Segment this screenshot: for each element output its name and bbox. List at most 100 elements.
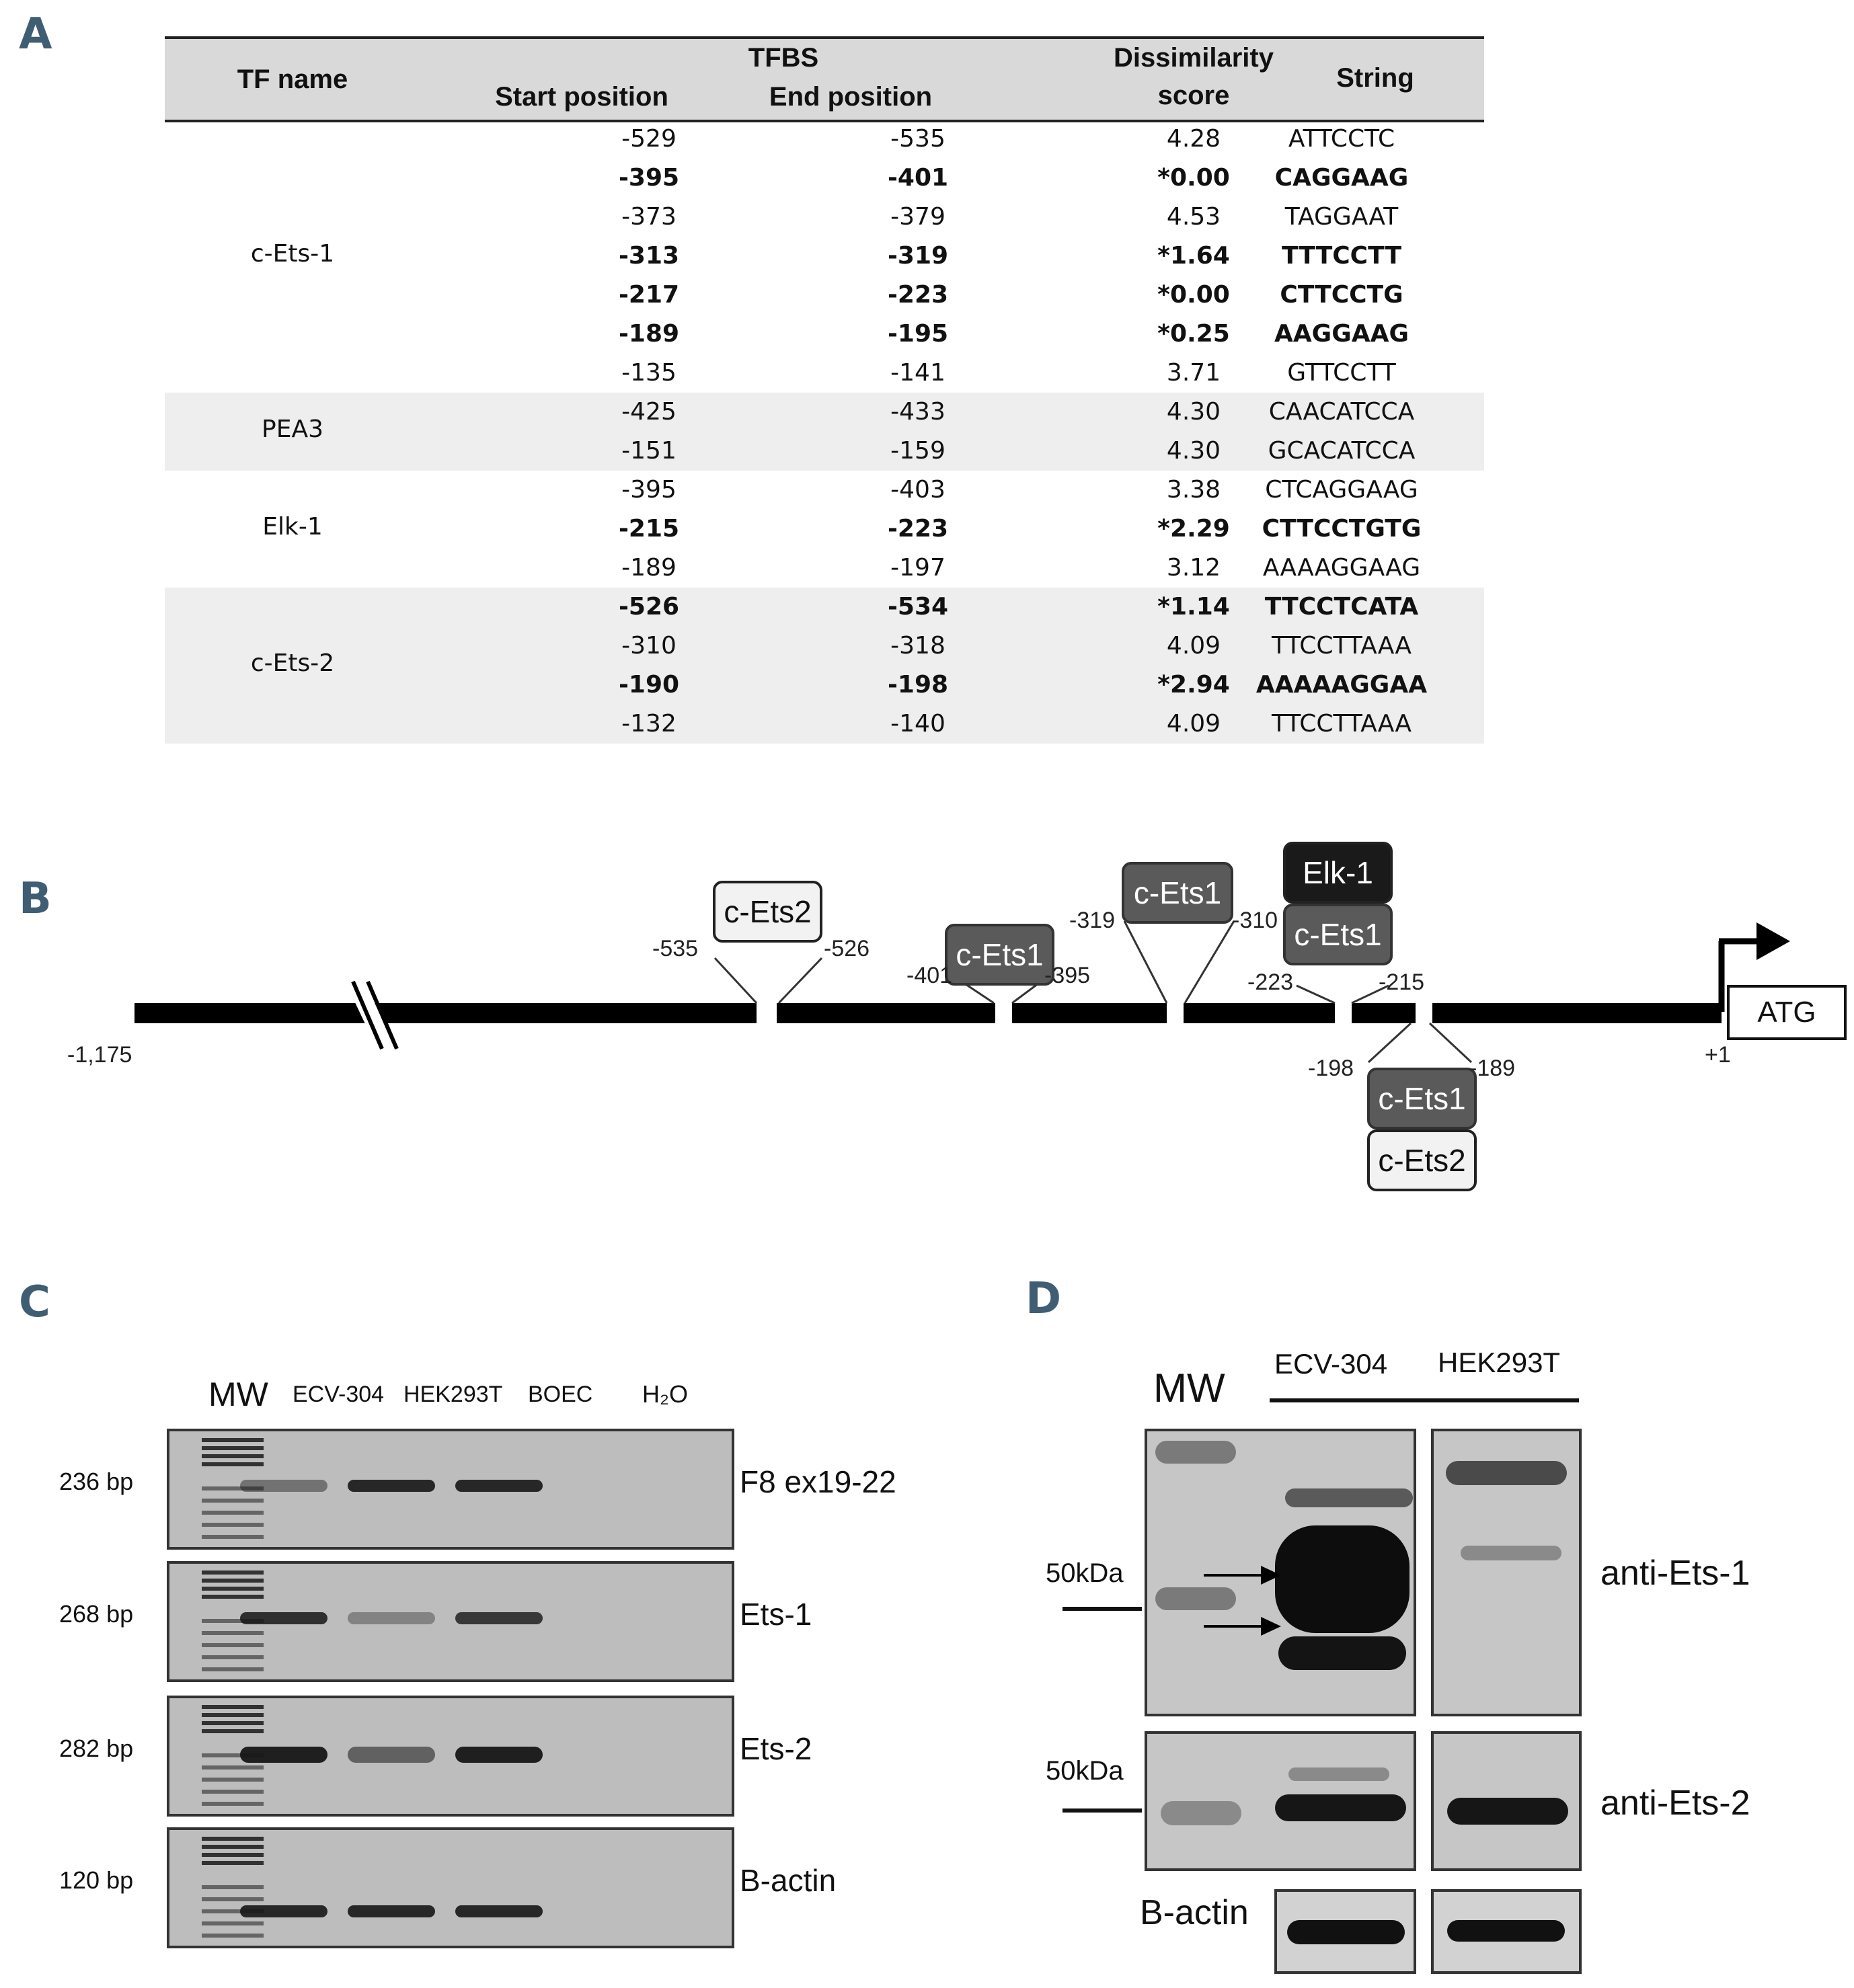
rtpcr-lane-hek293t: HEK293T — [403, 1382, 503, 1407]
ladder-band — [202, 1535, 264, 1539]
wb-marker-50kda-2: 50kDa — [1046, 1756, 1124, 1786]
pcr-band — [348, 1480, 435, 1492]
cell-string: GTTCCTT — [1287, 359, 1396, 387]
cell-start: -151 — [621, 437, 677, 465]
pcr-band — [240, 1612, 327, 1624]
cell-string: CTTCCTGTG — [1262, 515, 1422, 543]
cell-score: 3.71 — [1166, 359, 1221, 387]
ladder-band — [202, 1934, 264, 1938]
cell-score: *2.94 — [1157, 671, 1230, 699]
table-group: PEA3 -425 -433 4.30 CAACATCCA -151 -159 4.30 GCA… — [165, 393, 1484, 471]
cell-end: -534 — [887, 593, 949, 621]
wb-ets2-blot-hek — [1431, 1731, 1582, 1871]
promoter-line-segment — [1352, 1003, 1416, 1023]
header-start-position: Start position — [495, 82, 668, 112]
cell-start: -529 — [621, 125, 677, 153]
ladder-band — [202, 1499, 264, 1503]
ladder-band — [202, 1655, 264, 1659]
ladder-band — [202, 1802, 264, 1806]
box-c-ets2-198: c-Ets2 — [1367, 1129, 1477, 1191]
header-tfbs: TFBS — [748, 43, 819, 73]
table-row: -190 -198 *2.94 AAAAAGGAA — [165, 666, 1484, 705]
table-row: -313 -319 *1.64 TTTCCTT — [165, 237, 1484, 276]
amplicon-size-label: 120 bp — [59, 1866, 134, 1894]
wb-marker-50kda-1: 50kDa — [1046, 1558, 1124, 1588]
rtpcr-gel — [167, 1561, 734, 1682]
gene-target-label: Ets-2 — [740, 1731, 812, 1766]
ladder-band — [202, 1511, 264, 1515]
promoter-connectors — [348, 920, 1790, 1064]
wb-marker-tick-2 — [1063, 1808, 1142, 1813]
wb-lane-bar — [1270, 1398, 1579, 1402]
table-group: c-Ets-1 -529 -535 4.28 ATTCCTC -395 -401 *0.00 C… — [165, 120, 1484, 393]
table-row: -529 -535 4.28 ATTCCTC — [165, 120, 1484, 159]
cell-score: *1.64 — [1157, 242, 1230, 270]
ladder-band — [202, 1619, 264, 1623]
box-c-ets1-319: c-Ets1 — [1122, 862, 1233, 924]
ladder-band — [202, 1587, 264, 1591]
promoter-line-segment — [1432, 1003, 1722, 1023]
cell-end: -403 — [890, 476, 945, 504]
cell-start: -215 — [618, 515, 680, 543]
cell-string: TTCCTTAAA — [1272, 632, 1412, 660]
pcr-band — [455, 1480, 543, 1492]
cell-end: -319 — [887, 242, 949, 270]
pcr-band — [455, 1612, 543, 1624]
ladder-band — [202, 1909, 264, 1913]
cell-start: -189 — [618, 320, 680, 348]
cell-end: -379 — [890, 203, 945, 231]
tf-name-cell: c-Ets-1 — [250, 240, 335, 268]
cell-start: -132 — [621, 710, 677, 738]
table-row: -373 -379 4.53 TAGGAAT — [165, 198, 1484, 237]
panel-label-d: D — [1026, 1274, 1062, 1324]
promoter-line-segment — [134, 1003, 757, 1023]
ladder-band — [202, 1729, 264, 1733]
cell-start: -313 — [618, 242, 680, 270]
table-row: -189 -197 3.12 AAAAGGAAG — [165, 549, 1484, 588]
table-row: -526 -534 *1.14 TTCCTCATA — [165, 588, 1484, 627]
cell-end: -159 — [890, 437, 945, 465]
table-row: -395 -401 *0.00 CAGGAAG — [165, 159, 1484, 198]
cell-score: 3.38 — [1166, 476, 1221, 504]
wb-mw-label: MW — [1153, 1365, 1225, 1410]
ladder-band — [202, 1845, 264, 1849]
cell-end: -140 — [890, 710, 945, 738]
cell-end: -223 — [887, 281, 949, 309]
ladder-band — [202, 1438, 264, 1442]
header-score: score — [1157, 81, 1230, 110]
gene-target-label: Ets-1 — [740, 1597, 812, 1632]
table-group: c-Ets-2 -526 -534 *1.14 TTCCTCATA -310 -318 4.0… — [165, 588, 1484, 744]
ladder-band — [202, 1446, 264, 1450]
cell-string: TTCCTTAAA — [1272, 710, 1412, 738]
gene-target-label: F8 ex19-22 — [740, 1464, 896, 1499]
ladder-band — [202, 1885, 264, 1889]
wb-loading-bactin: B-actin — [1140, 1893, 1249, 1932]
cell-end: -223 — [887, 515, 949, 543]
site-label: -526 — [824, 936, 870, 961]
cell-string: AAGGAAG — [1274, 320, 1409, 348]
cell-string: ATTCCTC — [1288, 125, 1395, 153]
gene-target-label: B-actin — [740, 1863, 837, 1898]
ladder-band — [202, 1853, 264, 1857]
site-label: -401 — [906, 963, 953, 988]
ladder-band — [202, 1713, 264, 1717]
cell-score: 3.12 — [1166, 554, 1221, 582]
ladder-band — [202, 1454, 264, 1458]
site-label: -535 — [652, 936, 699, 961]
header-end-position: End position — [769, 82, 933, 112]
cell-start: -373 — [621, 203, 677, 231]
table-row: -135 -141 3.71 GTTCCTT — [165, 354, 1484, 393]
table-row: -132 -140 4.09 TTCCTTAAA — [165, 705, 1484, 744]
cell-start: -135 — [621, 359, 677, 387]
ladder-band — [202, 1643, 264, 1647]
cell-end: -195 — [887, 320, 949, 348]
rtpcr-gel — [167, 1429, 734, 1550]
pcr-band — [348, 1747, 435, 1763]
ladder-band — [202, 1721, 264, 1725]
cell-score: *1.14 — [1157, 593, 1230, 621]
ladder-band — [202, 1631, 264, 1635]
rtpcr-gel — [167, 1827, 734, 1948]
ladder-band — [202, 1462, 264, 1466]
box-elk-1: Elk-1 — [1283, 842, 1393, 904]
table-row: -425 -433 4.30 CAACATCCA — [165, 393, 1484, 432]
